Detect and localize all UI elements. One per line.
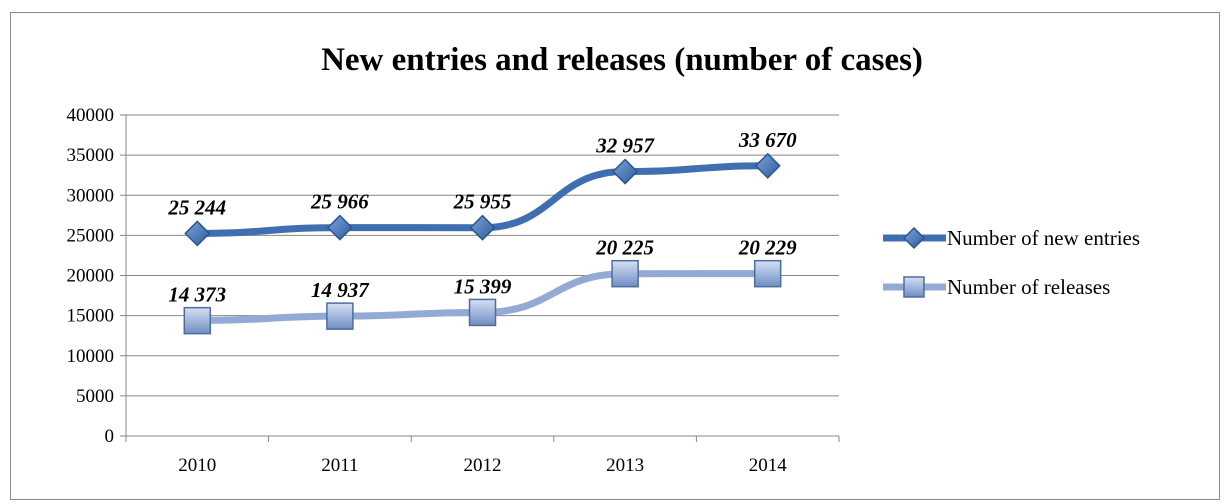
data-label: 20 229 — [738, 236, 797, 260]
legend-label: Number of releases — [947, 275, 1110, 299]
square-marker — [183, 306, 212, 335]
square-marker — [326, 302, 354, 330]
data-label: 20 225 — [595, 236, 654, 260]
diamond-marker — [754, 152, 781, 179]
y-tick-label: 25000 — [67, 225, 115, 246]
x-tick-label: 2012 — [464, 455, 502, 476]
y-tick-label: 20000 — [67, 266, 115, 287]
y-tick-label: 0 — [105, 426, 115, 447]
data-label: 25 966 — [310, 190, 369, 214]
data-label: 14 373 — [168, 283, 226, 307]
diamond-marker — [612, 158, 639, 185]
axes: 0 5000 10000 15000 20000 25000 30000 35000 40000… — [67, 105, 840, 476]
square-marker — [753, 259, 782, 288]
y-tick-label: 15000 — [67, 306, 115, 327]
diamond-marker — [469, 214, 496, 241]
x-tick-label: 2013 — [606, 455, 644, 476]
y-tick-label: 5000 — [76, 386, 114, 407]
diamond-marker — [184, 220, 211, 247]
y-tick-label: 35000 — [67, 145, 115, 166]
data-label: 25 955 — [453, 190, 512, 214]
square-marker — [903, 276, 925, 298]
data-label: 33 670 — [738, 128, 797, 152]
data-label: 15 399 — [454, 274, 512, 298]
x-tick-label: 2010 — [178, 455, 216, 476]
chart-frame: New entries and releases (number of case… — [10, 12, 1220, 500]
x-tick-label: 2014 — [749, 455, 788, 476]
y-tick-label: 10000 — [67, 346, 115, 367]
data-label: 14 937 — [311, 278, 370, 302]
x-tick-label: 2011 — [321, 455, 358, 476]
legend: Number of new entries Number of releases — [883, 226, 1140, 299]
square-marker — [468, 298, 497, 327]
legend-label: Number of new entries — [947, 226, 1140, 250]
y-tick-label: 40000 — [67, 105, 115, 126]
y-tick-label: 30000 — [67, 185, 115, 206]
data-label: 32 957 — [595, 134, 655, 158]
series — [183, 152, 782, 335]
line-chart: New entries and releases (number of case… — [67, 42, 1141, 476]
gridlines — [126, 114, 839, 397]
diamond-marker — [326, 214, 353, 241]
chart-title: New entries and releases (number of case… — [321, 42, 923, 78]
diamond-marker — [902, 226, 926, 250]
data-label: 25 244 — [167, 195, 226, 219]
square-marker — [611, 259, 639, 288]
data-labels: 25 244 25 966 25 955 32 957 33 670 14 373 14 9… — [167, 128, 797, 307]
